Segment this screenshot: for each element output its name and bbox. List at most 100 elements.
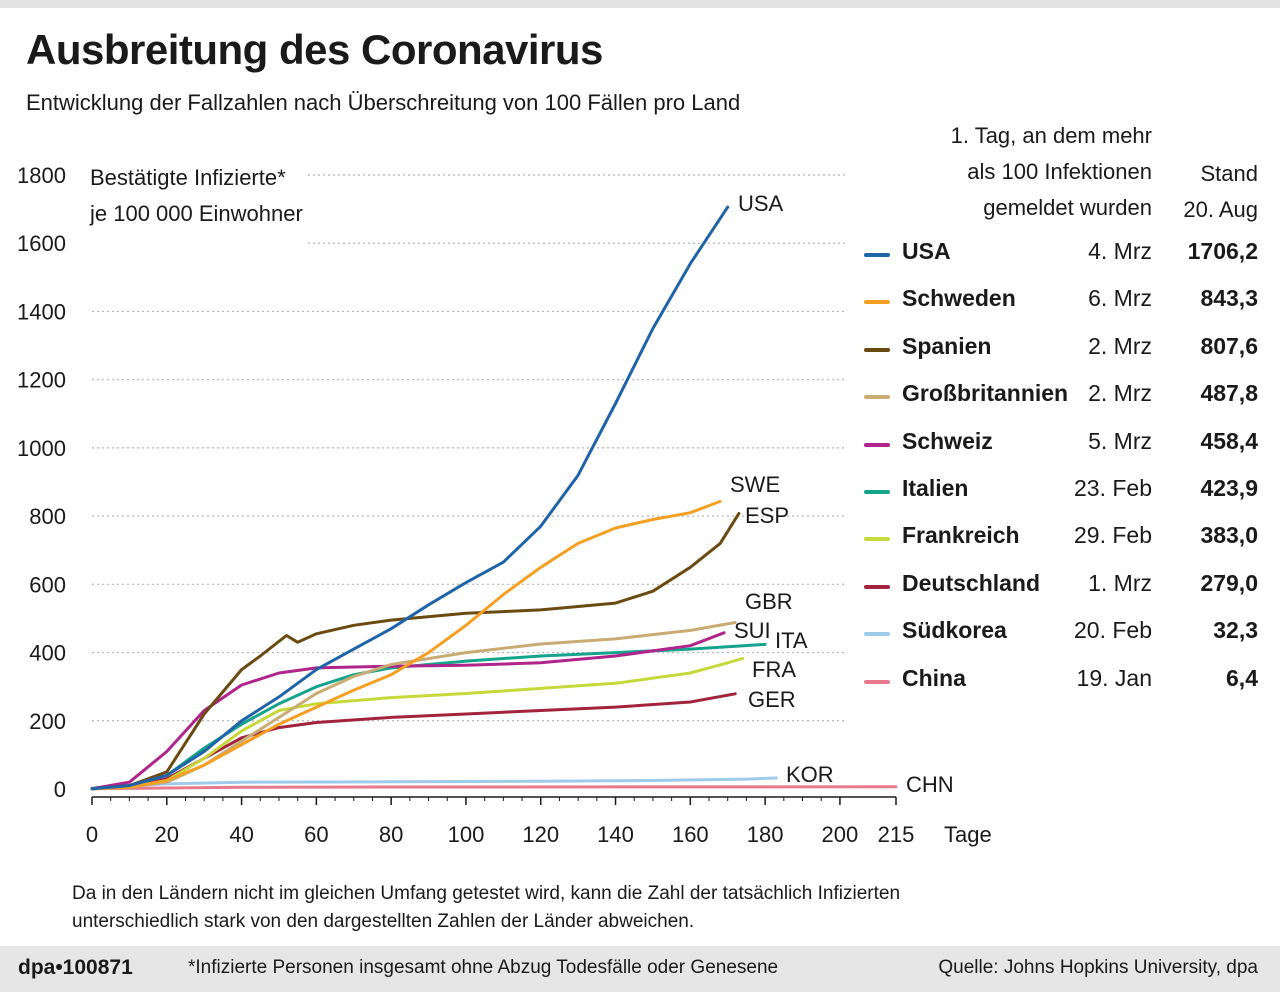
series-label-kor: KOR — [786, 762, 834, 787]
chart-title: Ausbreitung des Coronavirus — [26, 26, 603, 73]
legend-row: Südkorea 20. Feb 32,3 — [864, 613, 1260, 660]
legend-first-day: 20. Feb — [1074, 617, 1152, 644]
legend-country: Frankreich — [902, 522, 1020, 549]
legend-first-day: 19. Jan — [1076, 664, 1152, 691]
series-label-esp: ESP — [745, 503, 789, 528]
legend-first-day: 29. Feb — [1074, 522, 1152, 549]
legend-country: USA — [902, 238, 951, 264]
series-line-fra — [90, 656, 745, 791]
legend-swatch — [864, 537, 890, 542]
series-line-sui — [90, 631, 726, 791]
legend-row: Schweden 6. Mrz 843,3 — [864, 281, 1260, 328]
x-axis-label: Tage — [944, 822, 992, 847]
x-tick-label: 100 — [448, 822, 485, 847]
footer-asterisk-note: *Infizierte Personen insgesamt ohne Abzu… — [188, 957, 779, 978]
y-tick-label: 400 — [29, 641, 66, 666]
legend-value: 487,8 — [1200, 380, 1258, 407]
legend-value: 6,4 — [1226, 664, 1258, 691]
series-label-usa: USA — [738, 191, 784, 216]
legend-first-day-header: 1. Tag, an dem mehr als 100 Infektionen … — [900, 118, 1152, 226]
y-tick-label: 0 — [54, 777, 66, 802]
y-tick-label: 1800 — [17, 163, 66, 188]
series-label-chn: CHN — [906, 772, 954, 797]
x-tick-label: 215 — [878, 822, 915, 847]
x-tick-label: 0 — [86, 822, 98, 847]
legend-value: 843,3 — [1200, 285, 1258, 312]
y-tick-label: 800 — [29, 504, 66, 529]
legend-first-day: 4. Mrz — [1088, 238, 1152, 264]
first-day-header-line1: 1. Tag, an dem mehr — [950, 123, 1152, 148]
legend-swatch — [864, 489, 890, 494]
series-label-fra: FRA — [752, 657, 796, 682]
series-line-esp — [90, 511, 741, 791]
legend-first-day: 5. Mrz — [1088, 427, 1152, 454]
x-tick-label: 180 — [747, 822, 784, 847]
legend-first-day: 2. Mrz — [1088, 380, 1152, 407]
series-line-ger — [90, 692, 737, 791]
x-tick-label: 40 — [229, 822, 253, 847]
x-tick-label: 160 — [672, 822, 709, 847]
legend-country: Spanien — [902, 332, 992, 359]
x-tick-label: 200 — [822, 822, 859, 847]
y-tick-label: 1200 — [17, 368, 66, 393]
series-line-swe — [90, 499, 722, 791]
legend-first-day: 23. Feb — [1074, 474, 1152, 501]
legend-swatch — [864, 679, 890, 684]
stand-header-line2: 20. Aug — [1183, 197, 1258, 222]
x-tick-label: 120 — [522, 822, 559, 847]
legend-value: 279,0 — [1200, 569, 1258, 596]
series-label-ger: GER — [748, 687, 796, 712]
legend-row: USA 4. Mrz 1706,2 — [864, 234, 1260, 281]
footer-bar: dpa•100871 *Infizierte Personen insgesam… — [0, 946, 1280, 992]
legend-country: Großbritannien — [902, 380, 1069, 407]
legend-country: Schweiz — [902, 427, 993, 454]
first-day-header-line2: als 100 Infektionen — [967, 159, 1152, 184]
legend-swatch — [864, 347, 890, 352]
y-tick-label: 1000 — [17, 436, 66, 461]
x-tick-label: 140 — [597, 822, 634, 847]
legend-stand-header: Stand 20. Aug — [1160, 156, 1258, 228]
x-tick-label: 20 — [155, 822, 179, 847]
legend-value: 32,3 — [1213, 617, 1258, 644]
legend-row: Italien 23. Feb 423,9 — [864, 471, 1260, 518]
top-bar — [0, 0, 1280, 8]
legend-swatch — [864, 253, 890, 257]
x-tick-label: 80 — [379, 822, 403, 847]
y-axis-label-line1: Bestätigte Infizierte* — [90, 165, 286, 190]
source-credit: Quelle: Johns Hopkins University, dpa — [938, 957, 1258, 978]
legend-swatch — [864, 300, 890, 305]
x-tick-label: 60 — [304, 822, 328, 847]
series-label-gbr: GBR — [745, 589, 793, 614]
legend-first-day: 2. Mrz — [1088, 332, 1152, 359]
y-axis-label-line2: je 100 000 Einwohner — [90, 201, 303, 226]
legend-row: Schweiz 5. Mrz 458,4 — [864, 424, 1260, 471]
y-tick-label: 1400 — [17, 299, 66, 324]
first-day-header-line3: gemeldet wurden — [983, 195, 1152, 220]
series-label-sui: SUI — [734, 618, 771, 643]
y-tick-label: 1600 — [17, 231, 66, 256]
y-axis-label: Bestätigte Infizierte* je 100 000 Einwoh… — [90, 160, 303, 232]
legend-swatch — [864, 584, 890, 589]
legend-value: 383,0 — [1200, 522, 1258, 549]
legend-swatch — [864, 632, 890, 637]
legend-value: 423,9 — [1200, 474, 1258, 501]
legend-country: Italien — [902, 474, 969, 501]
legend: USA 4. Mrz 1706,2 Schweden 6. Mrz 843,3 Spanie… — [864, 234, 1260, 708]
legend-country: Deutschland — [902, 569, 1041, 596]
footnote-line1: Da in den Ländern nicht im gleichen Umfa… — [72, 883, 901, 904]
legend-row: Spanien 2. Mrz 807,6 — [864, 329, 1260, 376]
legend-country: China — [902, 664, 966, 691]
legend-value: 807,6 — [1200, 332, 1258, 359]
graphic-id: dpa•100871 — [18, 956, 133, 979]
legend-row: Frankreich 29. Feb 383,0 — [864, 518, 1260, 565]
legend-value: 1706,2 — [1187, 238, 1258, 264]
legend-row: Deutschland 1. Mrz 279,0 — [864, 566, 1260, 613]
legend-row: China 19. Jan 6,4 — [864, 661, 1260, 708]
y-tick-label: 600 — [29, 572, 66, 597]
legend-first-day: 6. Mrz — [1088, 285, 1152, 312]
series-line-usa — [90, 205, 730, 791]
legend-row: Großbritannien 2. Mrz 487,8 — [864, 376, 1260, 423]
legend-swatch — [864, 395, 890, 400]
series-label-swe: SWE — [730, 472, 780, 497]
